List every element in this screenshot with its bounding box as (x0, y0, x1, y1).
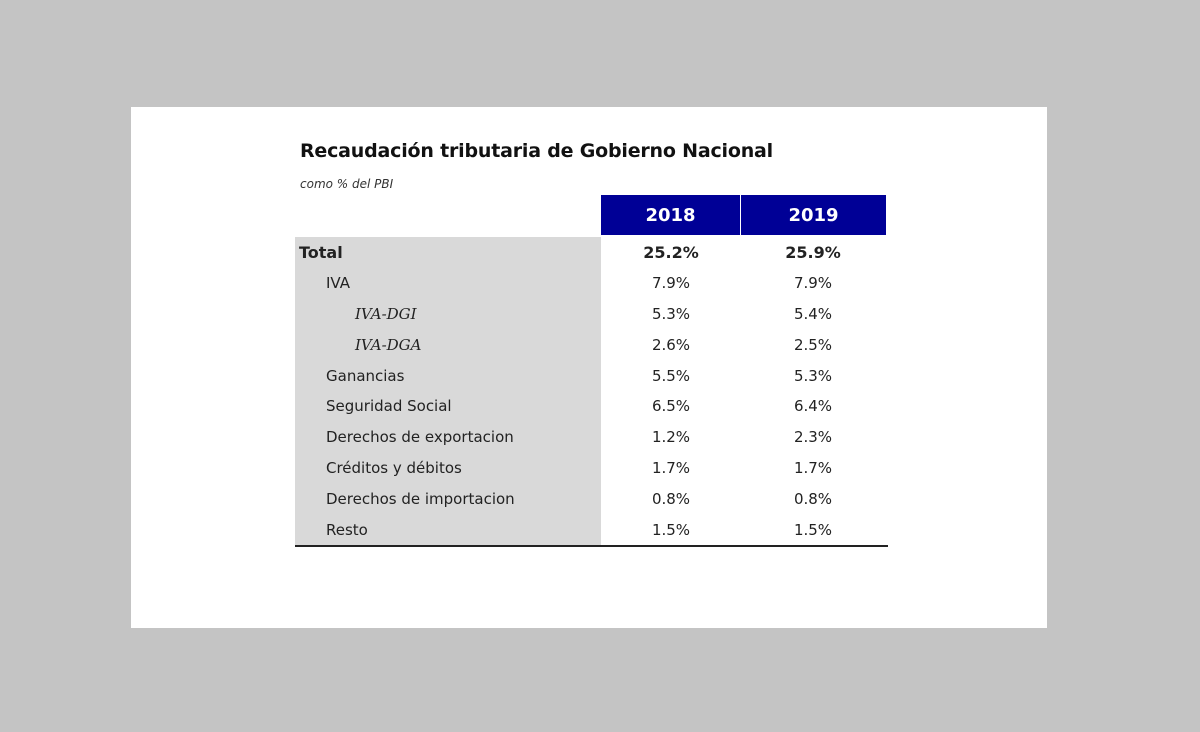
table-title: Recaudación tributaria de Gobierno Nacio… (300, 140, 773, 162)
value-2019: 5.4% (793, 304, 833, 323)
table-row: IVA-DGA 2.6% 2.5% (295, 329, 888, 360)
value-2019: 1.7% (793, 458, 833, 477)
value-2018: 25.2% (643, 242, 699, 262)
row-label: Créditos y débitos (326, 458, 462, 477)
value-2018: 5.5% (651, 366, 691, 385)
value-2019: 1.5% (793, 520, 833, 539)
table-subtitle: como % del PBI (300, 177, 394, 191)
table-row: Créditos y débitos 1.7% 1.7% (295, 453, 888, 484)
table-row: Derechos de importacion 0.8% 0.8% (295, 483, 888, 514)
row-label: Ganancias (326, 366, 405, 385)
value-2018: 7.9% (651, 274, 691, 293)
header-row: 2018 2019 (295, 195, 888, 235)
value-2018: 2.6% (651, 335, 691, 354)
row-label: Derechos de exportacion (326, 428, 514, 447)
value-2018: 5.3% (651, 304, 691, 323)
value-2019: 5.3% (793, 366, 833, 385)
row-label: Resto (326, 520, 368, 539)
table-row: IVA 7.9% 7.9% (295, 268, 888, 299)
value-2019: 2.3% (793, 428, 833, 447)
label-column-background (295, 237, 601, 545)
document-page: Recaudación tributaria de Gobierno Nacio… (131, 107, 1047, 628)
value-2018: 1.2% (651, 428, 691, 447)
row-label: IVA-DGI (355, 304, 417, 323)
column-header-2018: 2018 (601, 195, 740, 235)
value-2018: 6.5% (651, 397, 691, 416)
value-2018: 1.7% (651, 458, 691, 477)
row-label: Total (299, 242, 343, 262)
row-label: IVA (326, 274, 350, 293)
value-2018: 0.8% (651, 489, 691, 508)
tax-revenue-table: 2018 2019 Total 25.2% 25.9% IVA 7.9% 7.9… (295, 195, 888, 547)
value-2018: 1.5% (651, 520, 691, 539)
row-label: Seguridad Social (326, 397, 452, 416)
value-2019: 0.8% (793, 489, 833, 508)
value-2019: 2.5% (793, 335, 833, 354)
table-row: Derechos de exportacion 1.2% 2.3% (295, 422, 888, 453)
table-row: IVA-DGI 5.3% 5.4% (295, 299, 888, 330)
table-row-total: Total 25.2% 25.9% (295, 237, 888, 268)
value-2019: 7.9% (793, 274, 833, 293)
row-label: Derechos de importacion (326, 489, 515, 508)
table-row: Resto 1.5% 1.5% (295, 514, 888, 545)
table-row: Ganancias 5.5% 5.3% (295, 360, 888, 391)
value-2019: 6.4% (793, 397, 833, 416)
value-2019: 25.9% (785, 242, 841, 262)
row-label: IVA-DGA (355, 335, 422, 354)
table-row: Seguridad Social 6.5% 6.4% (295, 391, 888, 422)
table-body: Total 25.2% 25.9% IVA 7.9% 7.9% IVA-DGI … (295, 237, 888, 547)
column-header-2019: 2019 (741, 195, 886, 235)
